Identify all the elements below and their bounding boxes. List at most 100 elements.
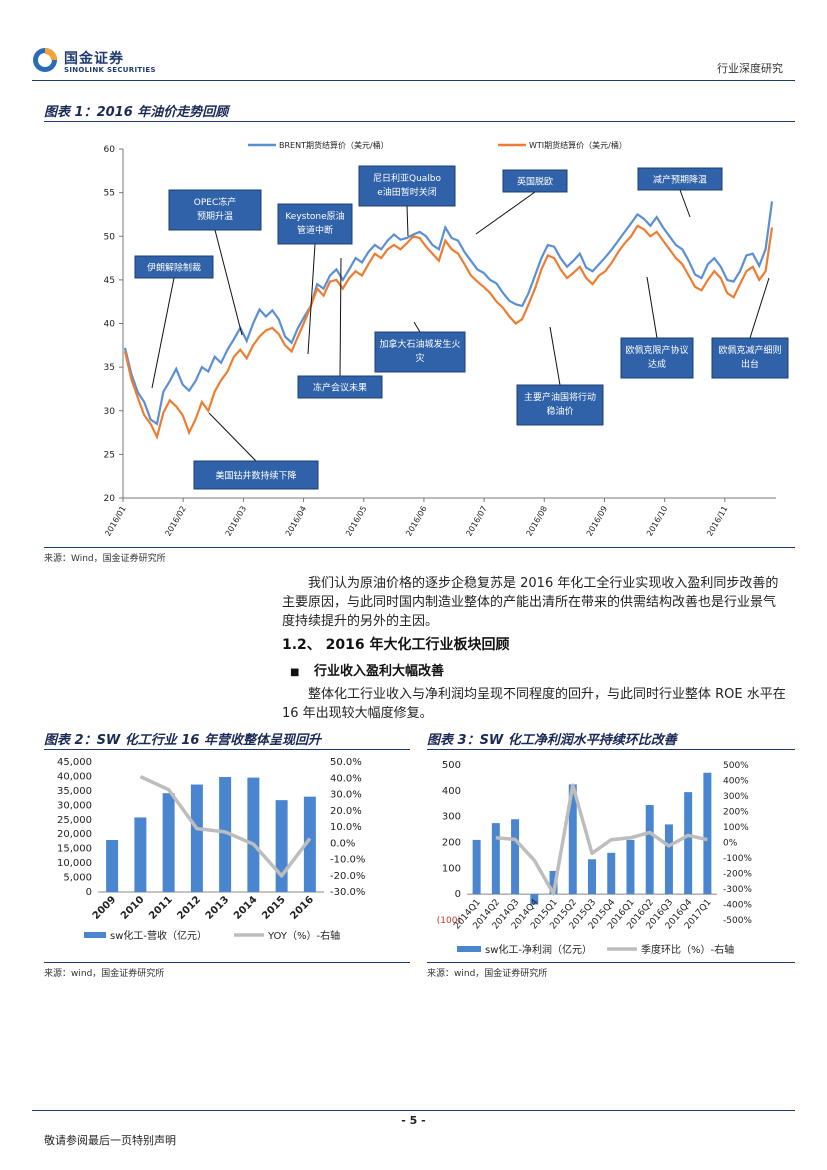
subsection-title: 行业收入盈利大幅改善 (313, 664, 444, 679)
y2-tick-label: -30.0% (330, 887, 365, 898)
brent-price-line (123, 201, 774, 426)
x-tick-label: 2016/08 (525, 504, 549, 537)
annotation-cut-expectation-box (637, 167, 723, 191)
y-tick-label: 100 (442, 863, 461, 874)
x-tick-label: 2012 (176, 894, 203, 921)
annotation-opec-freeze-box (168, 189, 262, 231)
x-tick-label: 2013 (204, 894, 231, 921)
wti-legend-label: WTI期货结算价（美元/桶） (529, 140, 627, 150)
x-tick-label: 2016/01 (103, 505, 127, 538)
x-tick-label: 2016/02 (164, 505, 188, 538)
y2-tick-label: -200% (723, 870, 752, 880)
annotation-nigeria-box (358, 165, 456, 207)
net-profit-bar (530, 894, 539, 905)
y2-tick-label: 0.0% (330, 838, 355, 849)
subsection-heading: ■ 行业收入盈利大幅改善 (290, 660, 444, 679)
annotation-opec-deal-arrow (646, 276, 658, 339)
figure1-title: 图表 1：2016 年油价走势回顾 (44, 105, 229, 120)
x-tick-label: 2016/09 (585, 505, 609, 538)
paragraph-oil-recovery: 我们认为原油价格的逐步企稳复苏是 2016 年化工全行业实现收入盈利同步改善的主… (282, 576, 779, 629)
figure3-title-rule (427, 749, 795, 750)
revenue-legend-swatch (84, 932, 106, 938)
y2-tick-label: 300% (723, 792, 749, 802)
annotation-opec-deal-box (620, 337, 694, 379)
header-divider (32, 80, 795, 81)
revenue-chart: 0 5,000 10,000 15,000 20,000 25,000 30,000 35,0… (57, 757, 365, 942)
y-tick-label: 45,000 (57, 757, 92, 768)
y-tick-label: 20 (104, 494, 116, 504)
y2-tick-label: 20.0% (330, 806, 362, 817)
annotation-opec-detail-label: 欧佩克减产细则 (718, 344, 781, 356)
y2-tick-label: -500% (723, 916, 752, 926)
net-profit-bar (703, 772, 712, 895)
net-profit-bar (684, 792, 693, 895)
figure1-source: 来源：Wind，国金证券研究所 (44, 554, 166, 564)
qoq-legend-label: 季度环比（%）-右轴 (641, 943, 734, 956)
logo-english-name: SINOLINK SECURITIES (64, 66, 156, 74)
annotation-opec-detail-box (711, 337, 789, 379)
y2-tick-label: 500% (723, 761, 749, 771)
annotation-opec-deal-label: 达成 (648, 358, 666, 370)
annotation-opec-freeze-arrow (214, 229, 243, 336)
revenue-bar (190, 784, 203, 892)
x-tick-label: 2016/06 (404, 505, 428, 538)
annotation-iran-box (134, 255, 214, 279)
annotation-us-rigs-box (193, 460, 319, 490)
annotation-keystone-box (277, 203, 353, 245)
y2-tick-label: 40.0% (330, 773, 362, 784)
annotation-cut-expectation-arrow (679, 189, 691, 218)
revenue-bar (247, 777, 260, 892)
y2-tick-label: -20.0% (330, 871, 365, 882)
figure2-title-rule (44, 749, 410, 750)
annotation-iran-arrow (151, 277, 175, 389)
annotation-nigeria-label: e油田暂时关闭 (377, 186, 437, 198)
brent-legend-label: BRENT期货结算价（美元/桶） (279, 140, 389, 150)
y-tick-label: 30 (104, 407, 116, 417)
net-profit-bar (607, 852, 616, 895)
annotation-brexit-box (502, 169, 568, 193)
revenue-bar (303, 796, 316, 892)
y2-tick-label: -400% (723, 901, 752, 911)
x-tick-label: 2011 (147, 894, 174, 921)
x-tick-label: 2016/11 (705, 505, 729, 538)
y-tick-label: 20,000 (57, 829, 92, 840)
yoy-line (139, 775, 312, 878)
y2-tick-label: 10.0% (330, 822, 362, 833)
annotation-opec-deal-label: 欧佩克限产协议 (625, 344, 688, 356)
x-tick-label: 2014 (232, 894, 259, 921)
annotation-canada-fire-label: 灾 (415, 352, 424, 364)
y-tick-label: 10,000 (57, 858, 92, 869)
wti-price-line (123, 224, 774, 441)
paragraph-income: 整体化工行业收入与净利润均呈现不同程度的回升，与此同时行业整体 ROE 水平在 … (282, 687, 786, 721)
y-tick-label: 55 (104, 189, 115, 199)
section-heading: 1.2、 2016 年大化工行业板块回顾 (282, 637, 510, 653)
qoq-line (495, 783, 708, 896)
revenue-legend-label: sw化工-营收（亿元） (110, 929, 207, 942)
revenue-bar (162, 793, 175, 892)
y-tick-label: 30,000 (57, 800, 92, 811)
x-tick-label: 2016/03 (224, 505, 248, 538)
annotation-canada-fire-label: 加拿大石油城发生火 (379, 338, 460, 350)
report-type: 行业深度研究 (717, 62, 783, 75)
x-tick-label: 2016/05 (344, 505, 368, 538)
annotation-producers-label: 主要产油国将行动 (524, 391, 596, 403)
annotation-canada-fire-box (374, 331, 466, 373)
y2-tick-label: 400% (723, 777, 749, 787)
net-profit-legend-swatch (457, 946, 481, 952)
annotation-freeze-meeting-label: 冻产会议未果 (313, 382, 367, 394)
y-tick-label: 500 (442, 760, 461, 771)
figure1-title-rule (44, 121, 795, 122)
net-profit-chart: 0 100 200 300 400 500 (100) -500% -400% -300% -200… (437, 760, 753, 956)
annotation-opec-freeze-label: 预期升温 (197, 211, 233, 222)
x-tick-label: 2016/10 (645, 505, 669, 538)
y-tick-label: 15,000 (57, 844, 92, 855)
bullet-icon: ■ (290, 667, 300, 678)
logo-chinese-name: 国金证券 (64, 51, 124, 67)
sinolink-logo-icon (33, 48, 57, 72)
y-tick-label: 50 (104, 232, 116, 242)
y-tick-label: 400 (442, 786, 461, 797)
net-profit-bar (588, 859, 596, 895)
net-profit-bar (645, 805, 654, 895)
figure2-title: 图表 2：SW 化工行业 16 年营收整体呈现回升 (44, 733, 321, 748)
annotation-opec-detail-arrow (749, 277, 770, 339)
